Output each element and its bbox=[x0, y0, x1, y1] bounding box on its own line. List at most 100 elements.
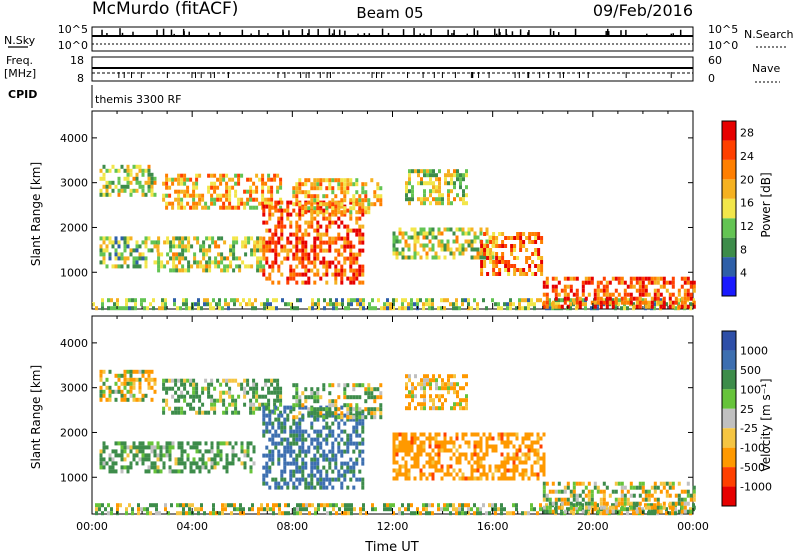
echo-cell bbox=[198, 457, 202, 462]
echo-cell bbox=[239, 511, 242, 516]
echo-cell bbox=[192, 205, 196, 210]
echo-cell bbox=[534, 252, 538, 256]
echo-cell bbox=[533, 440, 537, 445]
echo-cell bbox=[172, 236, 176, 241]
echo-cell bbox=[319, 413, 323, 418]
echo-cell bbox=[671, 505, 675, 510]
echo-cell bbox=[328, 186, 332, 191]
echo-cell bbox=[452, 255, 456, 260]
echo-cell bbox=[125, 302, 128, 307]
echo-cell bbox=[240, 173, 244, 178]
echo-cell bbox=[329, 511, 332, 516]
echo-cell bbox=[376, 182, 380, 187]
echo-cell bbox=[596, 296, 600, 301]
echo-cell bbox=[500, 472, 504, 477]
echo-cell bbox=[470, 239, 474, 244]
echo-cell bbox=[316, 395, 320, 400]
echo-cell bbox=[560, 501, 564, 506]
echo-cell bbox=[123, 256, 127, 261]
echo-cell bbox=[132, 445, 136, 450]
echo-cell bbox=[337, 407, 341, 412]
echo-cell bbox=[355, 461, 359, 466]
echo-cell bbox=[503, 432, 507, 437]
echo-cell bbox=[328, 411, 332, 416]
echo-cell bbox=[485, 511, 488, 516]
echo-cell bbox=[373, 415, 377, 420]
echo-cell bbox=[431, 448, 435, 453]
echo-cell bbox=[243, 205, 247, 210]
echo-cell bbox=[536, 298, 539, 303]
echo-cell bbox=[165, 445, 169, 450]
echo-cell bbox=[138, 389, 142, 394]
echo-cell bbox=[423, 181, 426, 186]
freq-tick-top: 18 bbox=[70, 54, 84, 67]
echo-cell bbox=[352, 461, 356, 466]
echo-cell bbox=[114, 441, 118, 446]
echo-cell bbox=[286, 280, 290, 285]
echo-cell bbox=[417, 173, 420, 178]
echo-cell bbox=[280, 425, 284, 430]
echo-cell bbox=[298, 178, 302, 183]
echo-cell bbox=[292, 421, 296, 426]
echo-cell bbox=[274, 417, 278, 422]
echo-cell bbox=[518, 448, 522, 453]
echo-cell bbox=[301, 433, 305, 438]
echo-cell bbox=[492, 244, 496, 248]
echo-cell bbox=[686, 501, 690, 506]
echo-cell bbox=[192, 461, 196, 466]
echo-cell bbox=[632, 485, 636, 490]
echo-cell bbox=[262, 481, 266, 486]
echo-cell bbox=[545, 304, 549, 309]
echo-cell bbox=[599, 300, 603, 305]
echo-cell bbox=[398, 468, 402, 473]
echo-cell bbox=[319, 441, 323, 446]
echo-cell bbox=[111, 469, 115, 474]
echo-cell bbox=[593, 485, 597, 490]
echo-cell bbox=[304, 405, 308, 410]
echo-cell bbox=[192, 398, 196, 403]
echo-cell bbox=[337, 182, 341, 187]
echo-cell bbox=[177, 469, 181, 474]
echo-cell bbox=[274, 260, 278, 265]
echo-cell bbox=[147, 453, 151, 458]
echo-cell bbox=[283, 445, 287, 450]
echo-cell bbox=[274, 481, 278, 486]
echo-cell bbox=[674, 306, 677, 311]
echo-cell bbox=[252, 205, 256, 210]
echo-cell bbox=[334, 477, 338, 482]
echo-cell bbox=[461, 507, 464, 512]
echo-cell bbox=[531, 240, 535, 244]
echo-cell bbox=[545, 497, 549, 502]
echo-cell bbox=[301, 415, 305, 420]
echo-cell bbox=[404, 507, 407, 512]
echo-cell bbox=[132, 369, 136, 374]
echo-cell bbox=[277, 441, 281, 446]
echo-cell bbox=[313, 244, 317, 249]
echo-cell bbox=[334, 236, 338, 241]
echo-cell bbox=[105, 397, 109, 402]
echo-cell bbox=[386, 298, 389, 303]
echo-cell bbox=[349, 465, 353, 470]
echo-cell bbox=[292, 417, 296, 422]
echo-cell bbox=[274, 200, 278, 205]
echo-cell bbox=[157, 260, 161, 265]
echo-cell bbox=[116, 507, 119, 512]
echo-cell bbox=[584, 509, 588, 514]
echo-cell bbox=[521, 436, 525, 441]
echo-cell bbox=[171, 394, 175, 399]
echo-cell bbox=[605, 284, 609, 289]
echo-cell bbox=[117, 256, 121, 261]
echo-cell bbox=[120, 393, 124, 398]
echo-cell bbox=[395, 448, 399, 453]
echo-cell bbox=[620, 489, 624, 494]
echo-cell bbox=[334, 453, 338, 458]
echo-cell bbox=[352, 202, 356, 207]
echo-cell bbox=[483, 232, 487, 236]
echo-cell bbox=[166, 260, 170, 265]
echo-cell bbox=[295, 182, 299, 187]
echo-cell bbox=[623, 497, 627, 502]
echo-cell bbox=[498, 272, 502, 276]
echo-cell bbox=[341, 503, 344, 508]
echo-cell bbox=[677, 302, 680, 307]
echo-cell bbox=[429, 193, 432, 198]
